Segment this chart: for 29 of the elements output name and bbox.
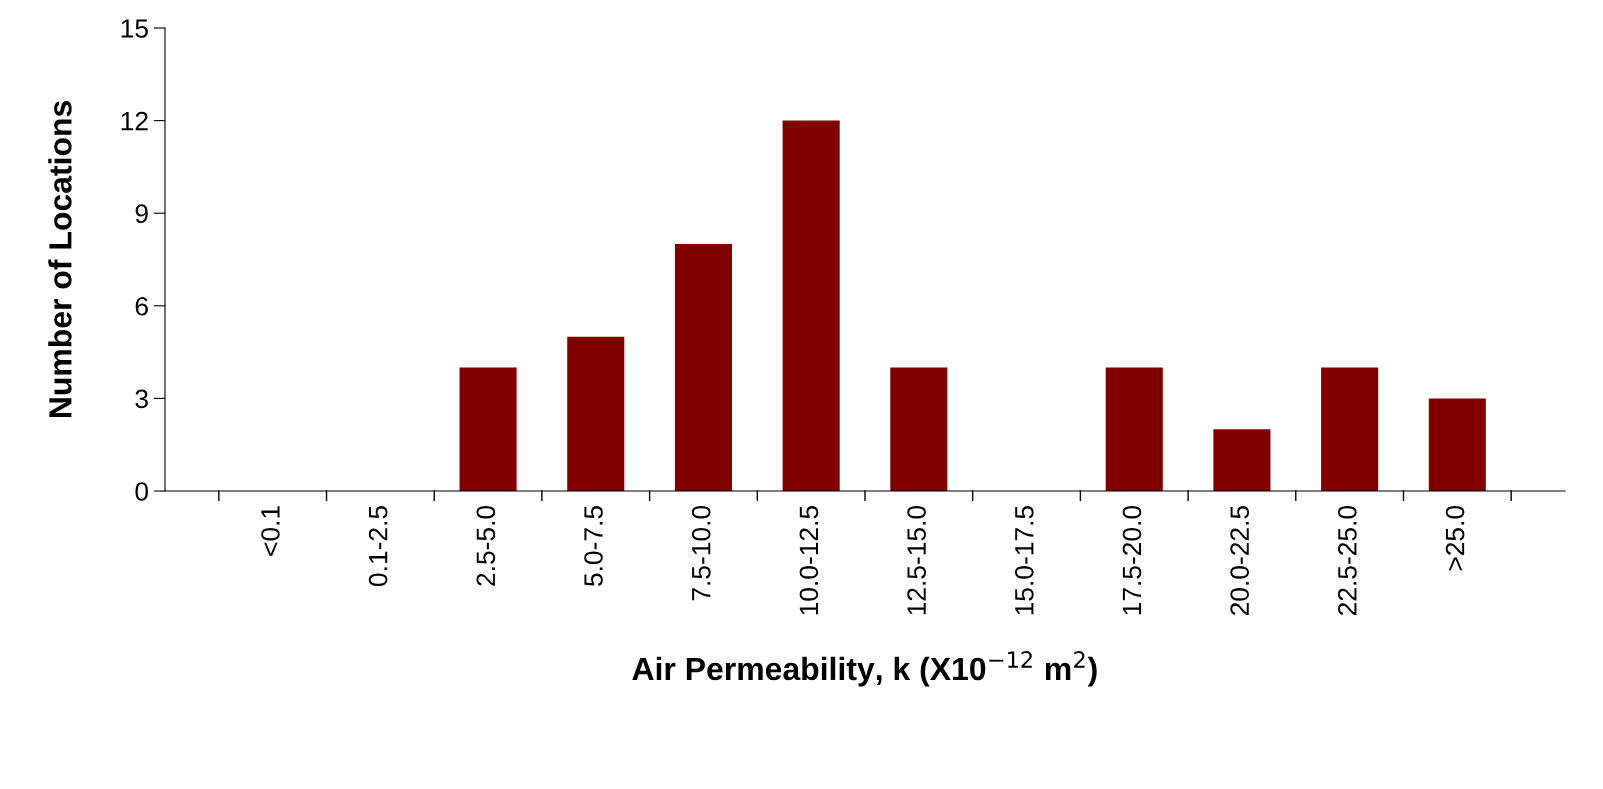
x-tick-label: <0.1 — [261, 506, 280, 556]
y-axis-title: Number of Locations — [48, 101, 72, 418]
x-tick-label: 20.0-22.5 — [1230, 505, 1250, 616]
y-tick-label: 15 — [121, 19, 148, 38]
x-tick-label: >25.0 — [1445, 505, 1465, 571]
x-tick-label: 17.5-20.0 — [1122, 505, 1142, 615]
x-axis-title: Air Permeability, k (X10$^{−12}$ m$^{2}$) — [632, 651, 1097, 687]
x-tick-label: 5.0-7.5 — [584, 505, 603, 586]
bar — [567, 336, 625, 491]
bar — [782, 120, 840, 491]
bar — [1105, 367, 1163, 491]
y-tick-label: 9 — [135, 204, 148, 224]
x-tick-label: 7.5-10.0 — [691, 505, 711, 601]
y-tick-label: 0 — [135, 482, 148, 501]
x-tick-label: 2.5-5.0 — [476, 505, 496, 586]
bar — [1321, 367, 1379, 491]
bar — [890, 367, 948, 491]
x-tick-label: 22.5-25.0 — [1338, 505, 1357, 616]
bar — [459, 367, 517, 491]
bar — [674, 244, 732, 491]
bar — [1428, 398, 1486, 491]
x-tick-label: 12.5-15.0 — [907, 505, 926, 615]
y-tick-label: 12 — [121, 111, 148, 131]
bar — [1213, 429, 1271, 491]
y-tick-label: 6 — [135, 296, 148, 316]
x-tick-label: 0.1-2.5 — [368, 505, 388, 587]
x-tick-label: 10.0-12.5 — [799, 505, 819, 615]
x-tick-label: 15.0-17.5 — [1014, 505, 1034, 615]
y-tick-label: 3 — [135, 389, 148, 409]
